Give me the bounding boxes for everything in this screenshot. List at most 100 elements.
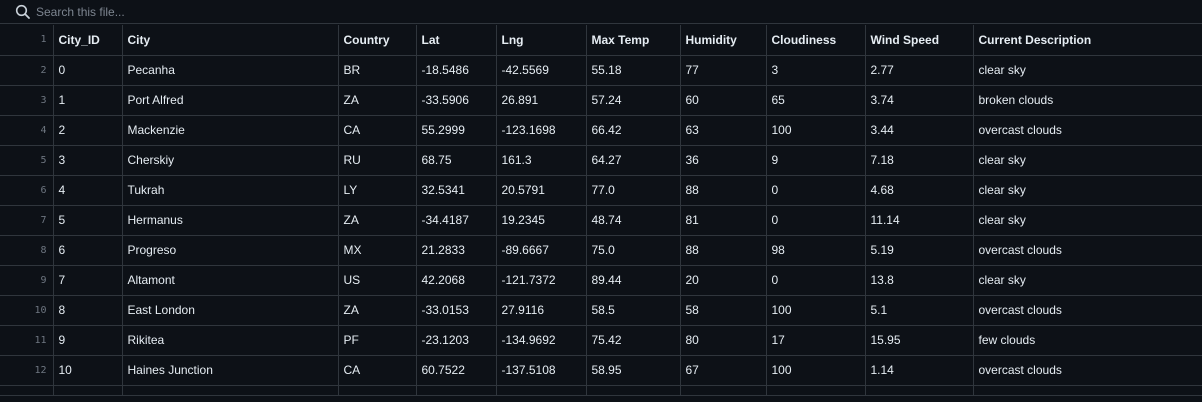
table-cell: Pecanha <box>122 55 339 86</box>
table-cell: 60 <box>680 85 767 116</box>
table-cell: 60.7522 <box>416 355 497 386</box>
table-row: 3 1 Port Alfred ZA -33.5906 26.891 57.24 60 65 3.… <box>0 85 1202 116</box>
table-cell: ZA <box>338 295 417 326</box>
table-cell: 26.891 <box>496 85 587 116</box>
column-header-cloudiness: Cloudiness <box>766 25 866 56</box>
table-cell: MX <box>338 235 417 266</box>
table-cell: -42.5569 <box>496 55 587 86</box>
table-cell: Haines Junction <box>122 355 339 386</box>
table-cell: 19.2345 <box>496 205 587 236</box>
table-cell: 7.18 <box>865 145 974 176</box>
table-cell: 98 <box>766 235 866 266</box>
table-cell: 20 <box>680 265 767 296</box>
table-cell: 89.44 <box>586 265 681 296</box>
table-cell: 58 <box>680 295 767 326</box>
table-cell: 3 <box>53 145 123 176</box>
table-cell: Mackenzie <box>122 115 339 146</box>
table-cell: clear sky <box>973 145 1202 176</box>
table-cell: PF <box>338 325 417 356</box>
table-cell: Altamont <box>122 265 339 296</box>
table-cell: 57.24 <box>586 85 681 116</box>
table-cell: 27.9116 <box>496 295 587 326</box>
table-cell-empty <box>766 385 866 396</box>
table-cell: 88 <box>680 235 767 266</box>
table-row: 12 10 Haines Junction CA 60.7522 -137.5108 58.… <box>0 355 1202 386</box>
table-cell: 58.95 <box>586 355 681 386</box>
table-cell-empty <box>122 385 339 396</box>
table-cell-empty <box>680 385 767 396</box>
table-cell: 48.74 <box>586 205 681 236</box>
table-cell: Progreso <box>122 235 339 266</box>
column-header-lat: Lat <box>416 25 497 56</box>
table-cell: 68.75 <box>416 145 497 176</box>
table-cell: 7 <box>53 265 123 296</box>
table-cell: 75.42 <box>586 325 681 356</box>
table-cell: overcast clouds <box>973 235 1202 266</box>
table-cell-empty <box>586 385 681 396</box>
csv-table-view: 1 City_ID City Country Lat Lng Max Temp … <box>0 25 1202 402</box>
table-cell: LY <box>338 175 417 206</box>
table-cell: -123.1698 <box>496 115 587 146</box>
table-cell: 0 <box>766 265 866 296</box>
table-cell: 11.14 <box>865 205 974 236</box>
table-cell: 77.0 <box>586 175 681 206</box>
column-header-lng: Lng <box>496 25 587 56</box>
table-cell: 42.2068 <box>416 265 497 296</box>
table-cell: 0 <box>766 175 866 206</box>
table-cell-empty <box>973 385 1202 396</box>
table-cell: 17 <box>766 325 866 356</box>
table-cell: -34.4187 <box>416 205 497 236</box>
table-cell: 8 <box>53 295 123 326</box>
table-row-partial <box>0 385 1202 396</box>
table-cell: -33.0153 <box>416 295 497 326</box>
line-number: 12 <box>0 355 54 386</box>
table-cell: Hermanus <box>122 205 339 236</box>
table-cell: 100 <box>766 115 866 146</box>
table-cell: 9 <box>53 325 123 356</box>
table-cell-empty <box>865 385 974 396</box>
table-cell: 3 <box>766 55 866 86</box>
table-row: 10 8 East London ZA -33.0153 27.9116 58.5 58 100… <box>0 295 1202 326</box>
table-cell: RU <box>338 145 417 176</box>
column-header-city-id: City_ID <box>53 25 123 56</box>
table-cell-empty <box>496 385 587 396</box>
table-cell: 2 <box>53 115 123 146</box>
table-cell: 32.5341 <box>416 175 497 206</box>
table-row: 8 6 Progreso MX 21.2833 -89.6667 75.0 88 98 5.19 o… <box>0 235 1202 266</box>
table-cell-empty <box>53 385 123 396</box>
table-cell: -89.6667 <box>496 235 587 266</box>
table-cell: 64.27 <box>586 145 681 176</box>
table-cell: clear sky <box>973 205 1202 236</box>
line-number: 3 <box>0 85 54 116</box>
table-cell: -134.9692 <box>496 325 587 356</box>
column-header-humidity: Humidity <box>680 25 767 56</box>
table-cell: 9 <box>766 145 866 176</box>
table-cell: ZA <box>338 205 417 236</box>
header-row: 1 City_ID City Country Lat Lng Max Temp … <box>0 25 1202 56</box>
line-number: 9 <box>0 265 54 296</box>
line-number: 1 <box>0 25 54 56</box>
table-cell: 77 <box>680 55 767 86</box>
table-cell: Tukrah <box>122 175 339 206</box>
table-cell: -137.5108 <box>496 355 587 386</box>
table-row: 2 0 Pecanha BR -18.5486 -42.5569 55.18 77 3 2.77 c… <box>0 55 1202 86</box>
table-cell: 63 <box>680 115 767 146</box>
table-row: 9 7 Altamont US 42.2068 -121.7372 89.44 20 0 13.8… <box>0 265 1202 296</box>
line-number: 11 <box>0 325 54 356</box>
table-cell: -23.1203 <box>416 325 497 356</box>
line-number: 10 <box>0 295 54 326</box>
table-cell: 10 <box>53 355 123 386</box>
line-number: 8 <box>0 235 54 266</box>
column-header-wind-speed: Wind Speed <box>865 25 974 56</box>
table-row: 7 5 Hermanus ZA -34.4187 19.2345 48.74 81 0 11.14… <box>0 205 1202 236</box>
table-row: 11 9 Rikitea PF -23.1203 -134.9692 75.42 80 17 15… <box>0 325 1202 356</box>
table-cell: US <box>338 265 417 296</box>
table-cell: 88 <box>680 175 767 206</box>
table-cell: overcast clouds <box>973 115 1202 146</box>
table-cell: 0 <box>53 55 123 86</box>
table-cell: 65 <box>766 85 866 116</box>
file-search-bar <box>0 0 1202 24</box>
search-input[interactable] <box>36 4 636 19</box>
table-cell: 36 <box>680 145 767 176</box>
column-header-max-temp: Max Temp <box>586 25 681 56</box>
